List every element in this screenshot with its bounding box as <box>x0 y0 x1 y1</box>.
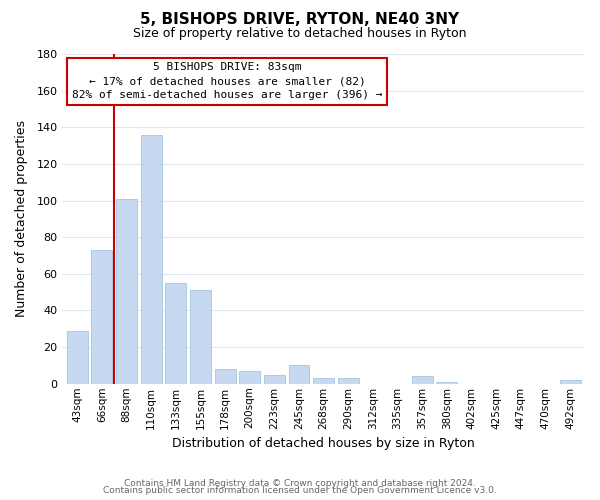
Text: Contains public sector information licensed under the Open Government Licence v3: Contains public sector information licen… <box>103 486 497 495</box>
Bar <box>116 198 137 384</box>
Bar <box>436 382 457 384</box>
Y-axis label: Number of detached properties: Number of detached properties <box>15 120 28 318</box>
Text: 5, BISHOPS DRIVE, RYTON, NE40 3NY: 5, BISHOPS DRIVE, RYTON, NE40 3NY <box>140 12 460 28</box>
Text: 5 BISHOPS DRIVE: 83sqm
← 17% of detached houses are smaller (82)
82% of semi-det: 5 BISHOPS DRIVE: 83sqm ← 17% of detached… <box>72 62 382 100</box>
Bar <box>412 376 433 384</box>
Bar <box>67 330 88 384</box>
Bar <box>338 378 359 384</box>
Text: Size of property relative to detached houses in Ryton: Size of property relative to detached ho… <box>133 28 467 40</box>
Bar <box>560 380 581 384</box>
Bar <box>264 374 285 384</box>
Text: Contains HM Land Registry data © Crown copyright and database right 2024.: Contains HM Land Registry data © Crown c… <box>124 478 476 488</box>
Bar <box>190 290 211 384</box>
Bar <box>140 134 161 384</box>
Bar <box>239 371 260 384</box>
Bar <box>289 366 310 384</box>
Bar <box>91 250 112 384</box>
Bar <box>165 283 186 384</box>
X-axis label: Distribution of detached houses by size in Ryton: Distribution of detached houses by size … <box>172 437 475 450</box>
Bar <box>313 378 334 384</box>
Bar <box>215 369 236 384</box>
